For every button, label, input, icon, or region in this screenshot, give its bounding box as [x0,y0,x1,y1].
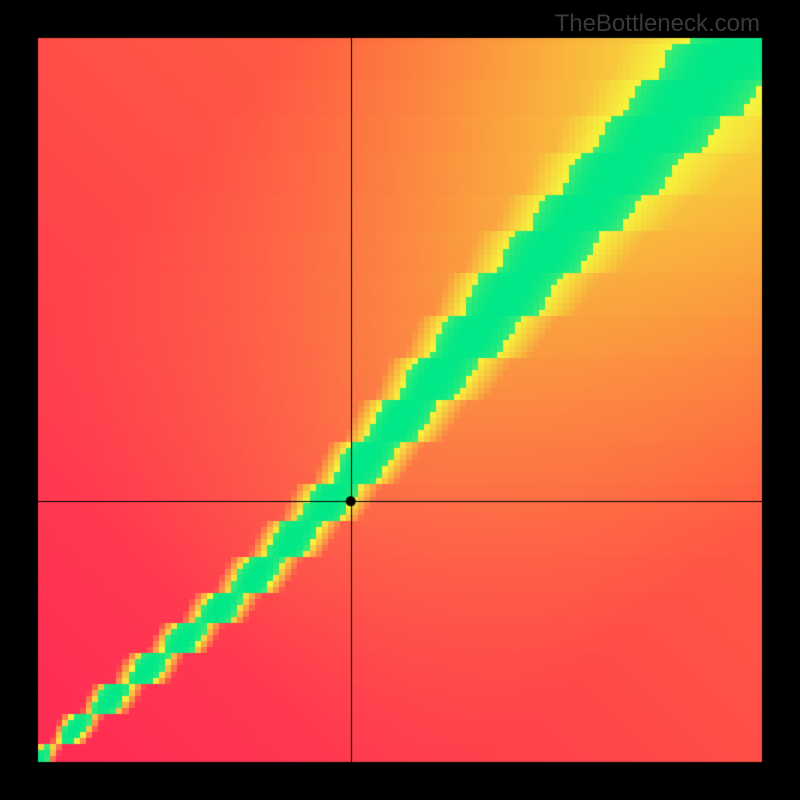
watermark-text: TheBottleneck.com [555,10,760,38]
bottleneck-heatmap [0,0,800,800]
